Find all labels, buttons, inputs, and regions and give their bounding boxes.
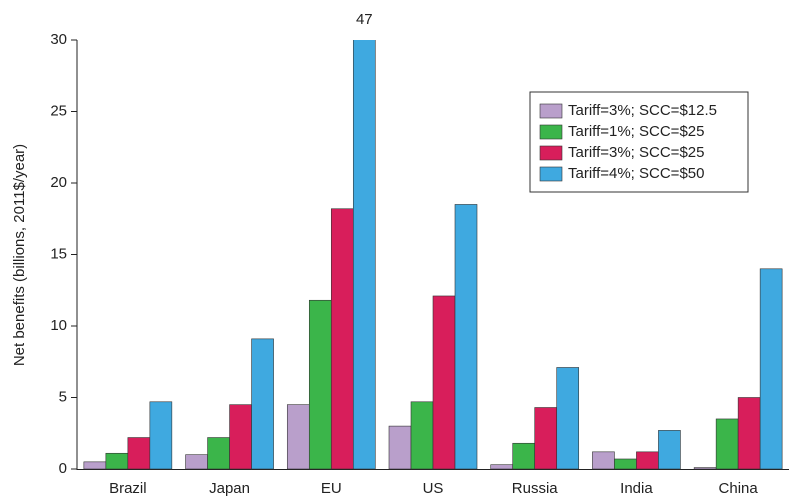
y-tick-label: 25	[50, 102, 67, 119]
legend-swatch	[539, 124, 563, 140]
bar	[286, 404, 310, 470]
bar	[693, 467, 717, 470]
bar	[308, 299, 332, 470]
y-tick-label: 5	[59, 388, 67, 405]
bar	[330, 208, 354, 470]
x-tick-label: EU	[321, 480, 342, 497]
bar	[185, 454, 208, 470]
legend-swatch	[539, 166, 563, 182]
y-tick-label: 0	[59, 460, 67, 477]
bar	[105, 452, 129, 470]
bar	[352, 40, 376, 470]
legend-box	[529, 91, 749, 193]
bar	[251, 338, 274, 470]
x-tick-label: Brazil	[109, 480, 147, 497]
bar	[127, 437, 151, 470]
bar	[432, 295, 456, 470]
legend-label: Tariff=1%; SCC=$25	[568, 123, 704, 140]
x-tick-label: China	[719, 480, 759, 497]
bar	[556, 367, 580, 470]
legend-swatch	[539, 145, 563, 161]
y-tick-label: 10	[50, 317, 67, 334]
bar	[410, 401, 434, 470]
y-axis-label: Net benefits (billions, 2011$/year)	[11, 144, 28, 366]
bar	[490, 464, 514, 470]
x-tick-label: US	[423, 480, 444, 497]
bar	[737, 397, 761, 470]
bar	[388, 425, 412, 470]
bar	[636, 451, 659, 470]
x-tick-label: India	[620, 480, 653, 497]
bar	[207, 437, 230, 470]
bars	[83, 40, 783, 470]
x-tick-label: Russia	[512, 480, 559, 497]
bar	[658, 430, 681, 470]
bar	[149, 401, 173, 470]
bar	[229, 404, 252, 470]
legend-label: Tariff=3%; SCC=$12.5	[568, 102, 717, 119]
bar	[454, 204, 478, 470]
bar	[759, 268, 783, 470]
y-tick-label: 20	[50, 174, 67, 191]
bar	[83, 461, 107, 470]
bar	[614, 458, 637, 470]
bar	[512, 442, 536, 470]
y-tick-label: 30	[50, 31, 67, 48]
bar	[534, 407, 558, 470]
bar	[715, 418, 739, 470]
y-tick-label: 15	[50, 245, 67, 262]
bar	[592, 451, 615, 470]
legend-swatch	[539, 103, 563, 119]
legend-label: Tariff=4%; SCC=$50	[568, 165, 704, 182]
legend-label: Tariff=3%; SCC=$25	[568, 144, 704, 161]
data-label: 47	[356, 11, 373, 28]
x-tick-label: Japan	[209, 480, 250, 497]
